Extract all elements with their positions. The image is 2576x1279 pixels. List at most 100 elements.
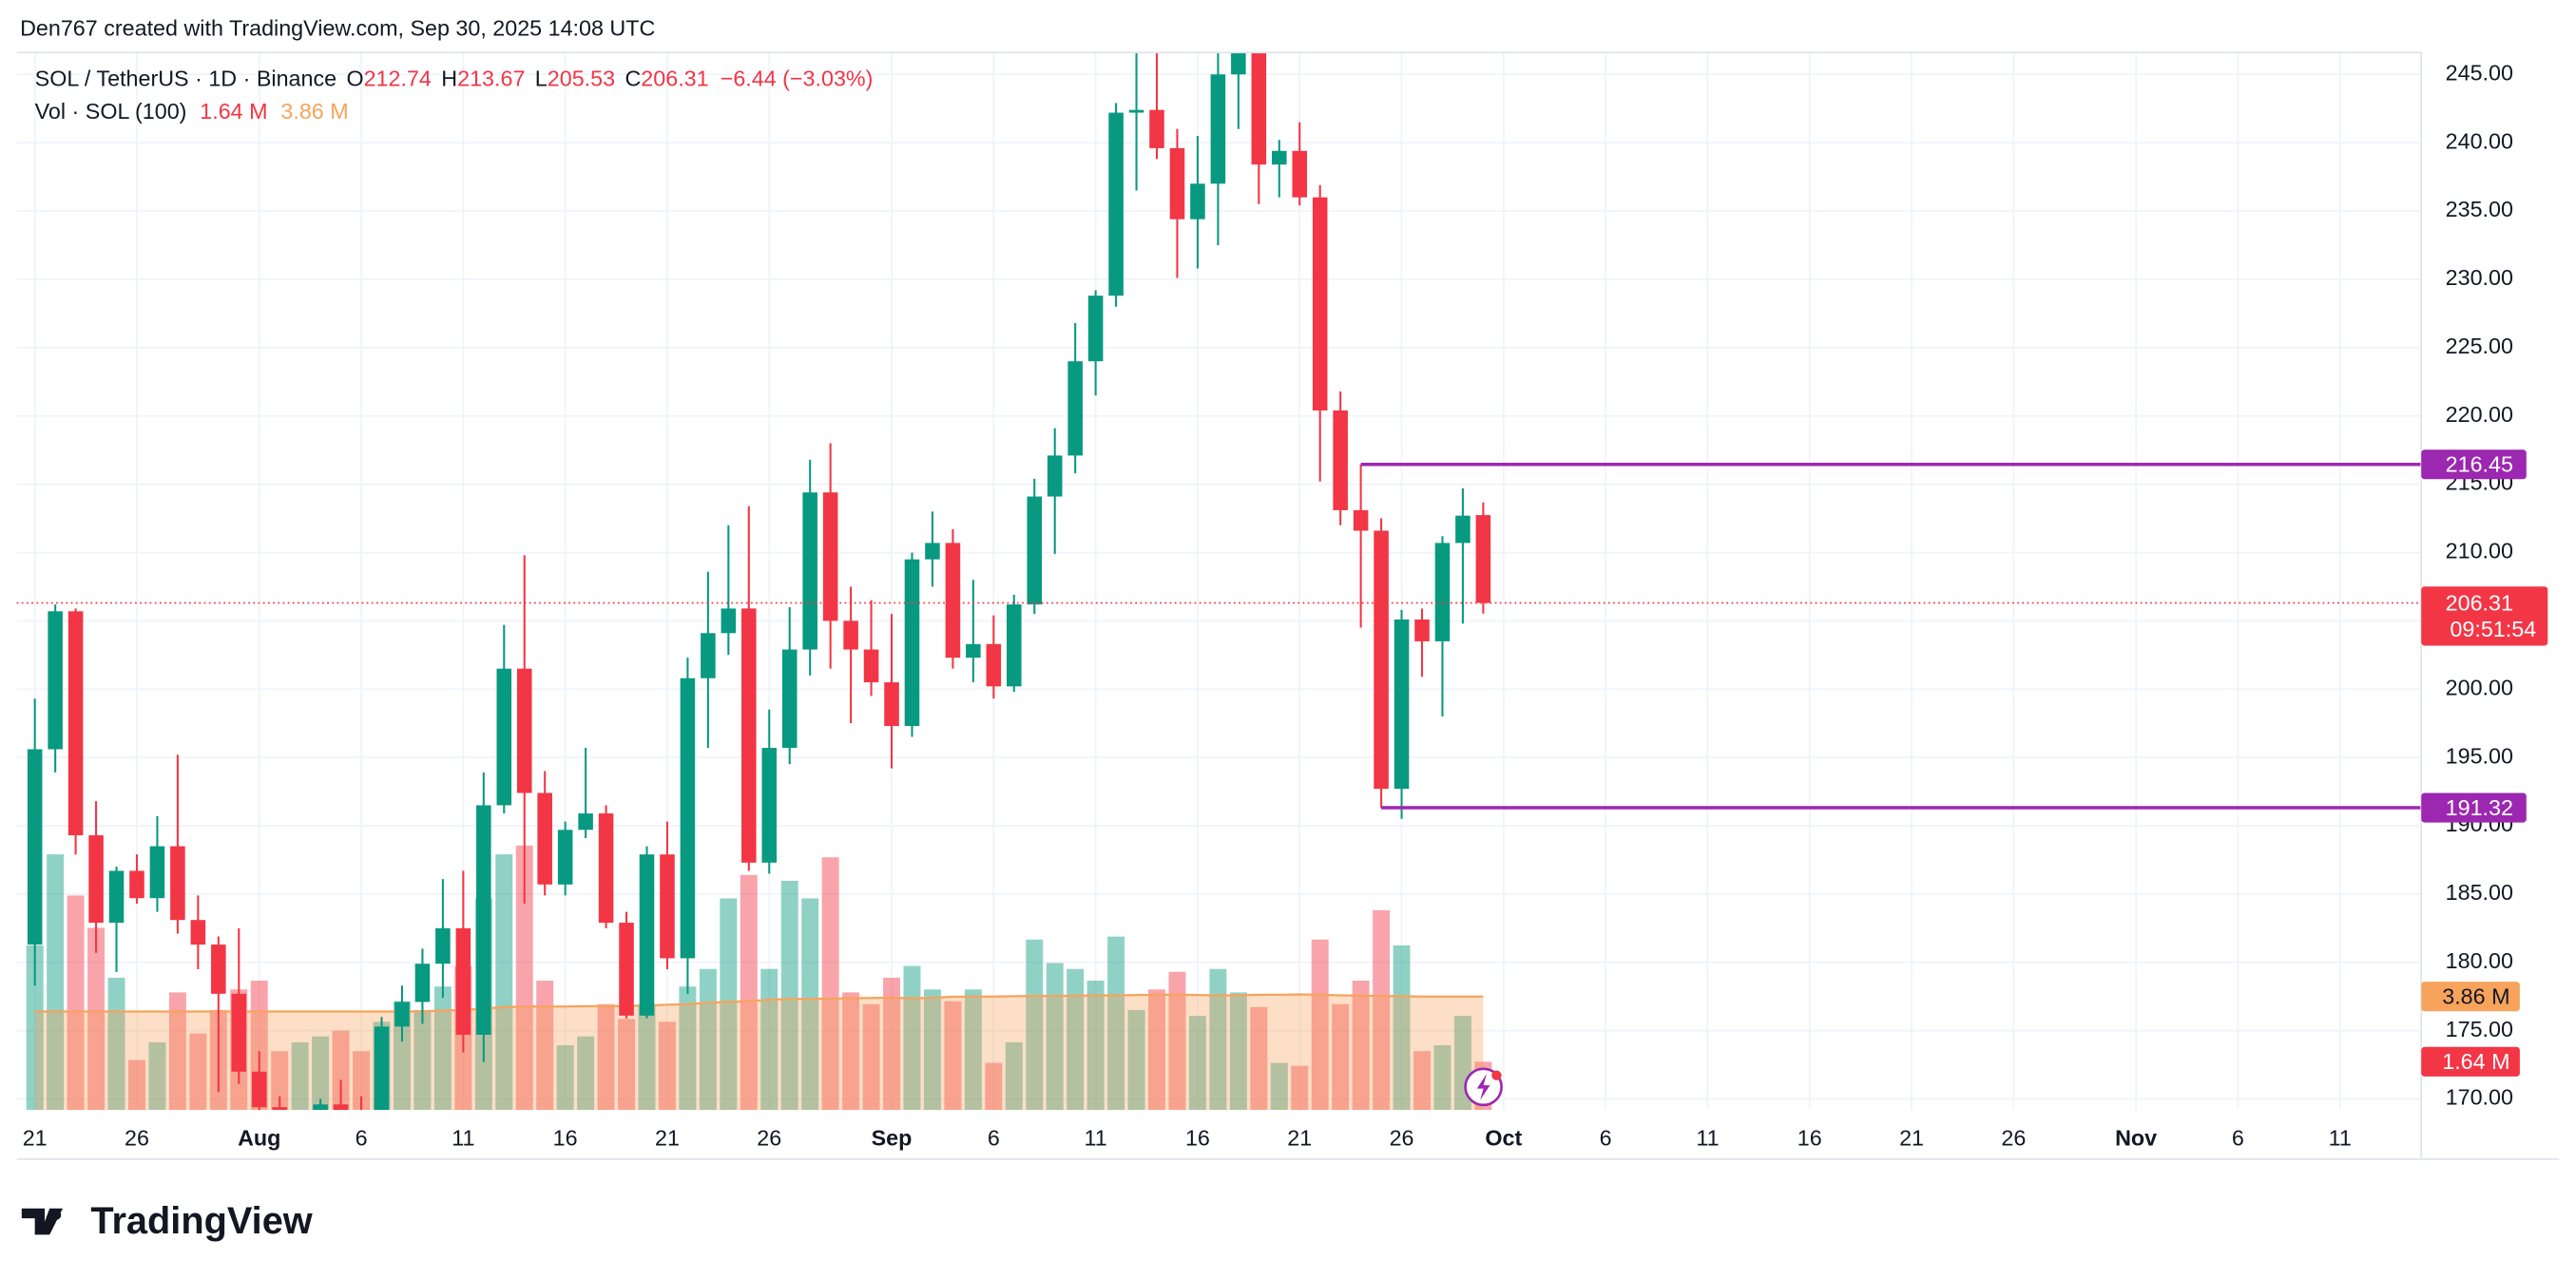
last-price-tag [2421, 586, 2548, 646]
brand: TradingView [90, 1200, 312, 1242]
x-tick-label: 21 [1899, 1125, 1924, 1150]
candle-body [1312, 197, 1328, 410]
volume-bar [67, 895, 85, 1111]
volume-bar [964, 989, 982, 1111]
volume-bar [1270, 1062, 1288, 1111]
candle-body [598, 813, 614, 924]
x-tick-label: 26 [125, 1125, 149, 1150]
x-tick-label: 6 [1600, 1125, 1612, 1150]
candle-body [802, 492, 817, 650]
legend-letter: O [346, 67, 363, 91]
candle-body [822, 492, 838, 621]
candle-body [660, 854, 675, 959]
volume-bar [26, 945, 44, 1111]
x-tick-label: Nov [2115, 1125, 2157, 1150]
x-tick-label: 6 [988, 1125, 1000, 1150]
volume-bar [699, 968, 717, 1111]
volume-bar [780, 880, 798, 1111]
volume-bar [127, 1059, 145, 1111]
candle-body [455, 927, 471, 1035]
candle-body [1210, 74, 1226, 184]
x-tick-label: 6 [2232, 1125, 2244, 1150]
volume-ma-tag [2421, 982, 2520, 1012]
volume-bar [658, 1021, 676, 1111]
legend-volume-ma: 3.86 M [280, 99, 348, 124]
volume-bar [985, 1062, 1003, 1111]
level-tag [2421, 449, 2527, 480]
countdown: 09:51:54 [2450, 617, 2536, 641]
candle-body [1455, 515, 1471, 544]
level-label: 216.45 [2446, 452, 2513, 477]
volume-bar [1433, 1045, 1451, 1111]
volume-bar [1046, 963, 1064, 1111]
candle-body [1414, 619, 1430, 641]
candle-body [1190, 183, 1205, 220]
x-tick-label: 26 [757, 1125, 781, 1150]
volume-bar [903, 965, 921, 1111]
x-tick-label: 11 [452, 1125, 474, 1150]
candle-body [741, 608, 757, 863]
x-tick-label: 11 [1696, 1125, 1719, 1150]
y-tick-label: 225.00 [2446, 334, 2513, 358]
candle-body [211, 945, 226, 994]
y-tick-label: 240.00 [2446, 128, 2513, 153]
volume-bar [433, 986, 452, 1111]
candle-body [414, 964, 431, 1002]
candle-body [67, 611, 84, 836]
volume-bar [1291, 1065, 1309, 1111]
candle-body [925, 543, 940, 560]
volume-bar [413, 1009, 432, 1111]
volume-ma-line [34, 993, 1484, 1013]
candle-body [1231, 52, 1246, 75]
volume-bar [556, 1045, 574, 1111]
last-price-label: 206.31 [2446, 590, 2513, 615]
candle-body [1128, 109, 1144, 113]
volume-bar [1332, 1003, 1350, 1111]
candle-body [313, 1104, 328, 1111]
volume-bar [1352, 981, 1370, 1111]
legend-volume-title: Vol · SOL (100) [35, 99, 187, 124]
volume-axis-label: 1.64 M [2442, 1049, 2509, 1074]
volume-bar [842, 992, 860, 1111]
volume-bar [87, 927, 106, 1111]
volume-bar [577, 1036, 595, 1111]
candle-body [1149, 109, 1164, 148]
volume-bar [679, 986, 697, 1111]
y-tick-label: 195.00 [2446, 743, 2513, 768]
y-tick-label: 175.00 [2446, 1017, 2513, 1041]
candle-body [781, 649, 798, 749]
volume-bar [189, 1033, 207, 1111]
volume-bar [944, 1001, 962, 1111]
candle-body [884, 682, 899, 727]
credit: Den767 created with TradingView.com, Sep… [20, 15, 655, 40]
logo: TradingView [21, 1200, 313, 1242]
volume-bar [801, 898, 819, 1111]
legend-title: SOL / TetherUS · 1D · Binance [35, 67, 336, 91]
volume-bar [332, 1030, 350, 1111]
y-tick-label: 230.00 [2446, 265, 2513, 290]
legend-value: 212.74 [364, 67, 432, 91]
volume-ma-axis-label: 3.86 M [2442, 984, 2509, 1009]
level-label: 191.32 [2446, 795, 2513, 820]
candle-body [966, 643, 981, 659]
volume-bar [393, 1001, 411, 1111]
candle-body [986, 643, 1002, 687]
candle-body [251, 1071, 267, 1108]
candle-body [1087, 296, 1104, 362]
volume-bar [740, 874, 758, 1111]
candle-body [1374, 530, 1389, 790]
volume-bar [271, 1051, 289, 1111]
legend-value: 213.67 [457, 67, 525, 91]
y-tick-label: 185.00 [2446, 880, 2513, 905]
candle-body [945, 543, 961, 659]
candle-body [190, 920, 206, 945]
volume-bar [168, 992, 186, 1111]
volume-bar [1086, 981, 1105, 1111]
candle-body [27, 749, 43, 945]
volume-bar [1188, 1016, 1206, 1111]
overlay-layer [16, 463, 2422, 810]
volume-bar [1393, 945, 1411, 1111]
legend-letter: H [441, 67, 457, 91]
volume-bar [760, 968, 779, 1111]
candle-body [761, 748, 778, 863]
